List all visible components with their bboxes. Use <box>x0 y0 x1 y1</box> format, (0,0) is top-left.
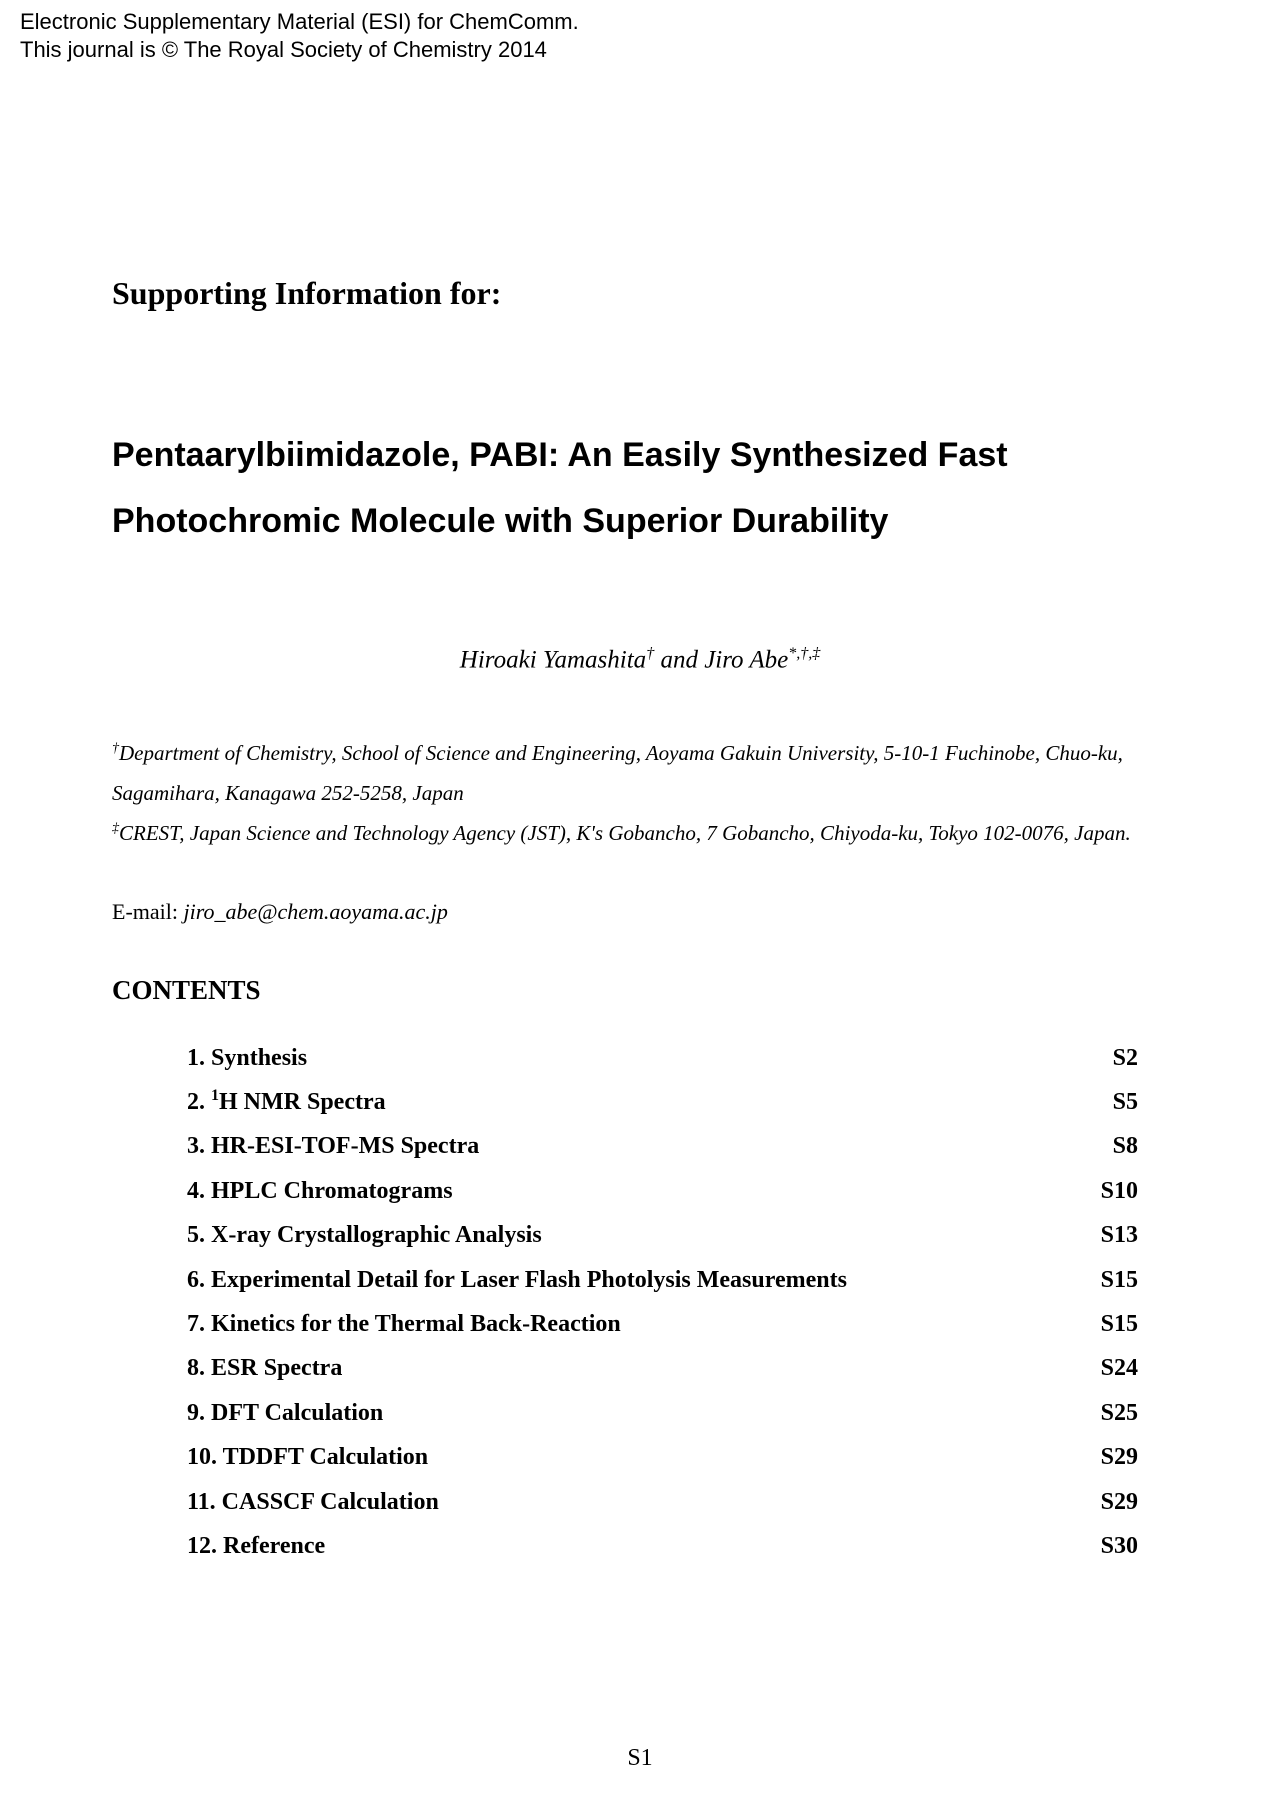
toc-item: 9. DFT Calculation S25 <box>187 1391 1138 1435</box>
table-of-contents: 1. Synthesis S2 2. 1H NMR Spectra S5 3. … <box>112 1036 1168 1569</box>
main-content: Supporting Information for: Pentaarylbii… <box>112 275 1168 1568</box>
toc-item: 7. Kinetics for the Thermal Back-Reactio… <box>187 1302 1138 1346</box>
toc-item-label: 10. TDDFT Calculation <box>187 1435 428 1479</box>
toc-item-label: 12. Reference <box>187 1524 325 1568</box>
toc-item-label: 6. Experimental Detail for Laser Flash P… <box>187 1258 847 1302</box>
toc-item-page: S29 <box>1101 1435 1138 1479</box>
toc-item: 3. HR-ESI-TOF-MS Spectra S8 <box>187 1124 1138 1168</box>
toc-item: 2. 1H NMR Spectra S5 <box>187 1080 1138 1124</box>
authors-line: Hiroaki Yamashita† and Jiro Abe*,†,‡ <box>112 645 1168 674</box>
toc-item-label: 1. Synthesis <box>187 1036 307 1080</box>
affiliation-2-sup: ‡ <box>112 821 119 836</box>
authors-and: and <box>654 646 704 673</box>
toc-item: 10. TDDFT Calculation S29 <box>187 1435 1138 1479</box>
author-2-name: Jiro Abe <box>704 646 788 673</box>
affiliation-1: †Department of Chemistry, School of Scie… <box>112 734 1168 814</box>
affiliation-2-text: CREST, Japan Science and Technology Agen… <box>119 821 1131 845</box>
toc-item-page: S24 <box>1101 1346 1138 1390</box>
toc-item: 4. HPLC Chromatograms S10 <box>187 1169 1138 1213</box>
email-address: jiro_abe@chem.aoyama.ac.jp <box>183 899 447 924</box>
toc-item: 5. X-ray Crystallographic Analysis S13 <box>187 1213 1138 1257</box>
author-1-sup: † <box>646 645 654 662</box>
toc-item: 11. CASSCF Calculation S29 <box>187 1480 1138 1524</box>
contents-heading: CONTENTS <box>112 975 1168 1006</box>
toc-item-page: S10 <box>1101 1169 1138 1213</box>
toc-item-label: 9. DFT Calculation <box>187 1391 383 1435</box>
email-line: E-mail: jiro_abe@chem.aoyama.ac.jp <box>112 899 1168 925</box>
toc-item-label: 8. ESR Spectra <box>187 1346 342 1390</box>
toc-item-label: 4. HPLC Chromatograms <box>187 1169 453 1213</box>
email-label: E-mail: <box>112 899 183 924</box>
page-number: S1 <box>627 1745 652 1772</box>
toc-item: 6. Experimental Detail for Laser Flash P… <box>187 1258 1138 1302</box>
author-1-name: Hiroaki Yamashita <box>460 646 646 673</box>
affiliation-2: ‡CREST, Japan Science and Technology Age… <box>112 814 1168 854</box>
toc-item-page: S25 <box>1101 1391 1138 1435</box>
affiliation-1-sup: † <box>112 741 119 756</box>
toc-item-label: 5. X-ray Crystallographic Analysis <box>187 1213 542 1257</box>
affiliation-1-text: Department of Chemistry, School of Scien… <box>112 741 1123 805</box>
header-notice: Electronic Supplementary Material (ESI) … <box>20 8 579 63</box>
paper-title: Pentaarylbiimidazole, PABI: An Easily Sy… <box>112 422 1168 555</box>
toc-item-page: S15 <box>1101 1258 1138 1302</box>
toc-item-page: S30 <box>1101 1524 1138 1568</box>
toc-item: 1. Synthesis S2 <box>187 1036 1138 1080</box>
toc-item-page: S8 <box>1113 1124 1138 1168</box>
toc-item-label: 2. 1H NMR Spectra <box>187 1080 386 1124</box>
toc-item-label: 7. Kinetics for the Thermal Back-Reactio… <box>187 1302 621 1346</box>
toc-item-page: S13 <box>1101 1213 1138 1257</box>
toc-item-page: S29 <box>1101 1480 1138 1524</box>
toc-item: 8. ESR Spectra S24 <box>187 1346 1138 1390</box>
toc-item: 12. Reference S30 <box>187 1524 1138 1568</box>
toc-item-label: 11. CASSCF Calculation <box>187 1480 439 1524</box>
header-line-1: Electronic Supplementary Material (ESI) … <box>20 8 579 36</box>
supporting-info-label: Supporting Information for: <box>112 275 1168 312</box>
toc-item-page: S15 <box>1101 1302 1138 1346</box>
toc-item-page: S5 <box>1113 1080 1138 1124</box>
author-2-sup: *,†,‡ <box>788 645 820 662</box>
toc-item-label: 3. HR-ESI-TOF-MS Spectra <box>187 1124 479 1168</box>
toc-item-page: S2 <box>1113 1036 1138 1080</box>
header-line-2: This journal is © The Royal Society of C… <box>20 36 579 64</box>
